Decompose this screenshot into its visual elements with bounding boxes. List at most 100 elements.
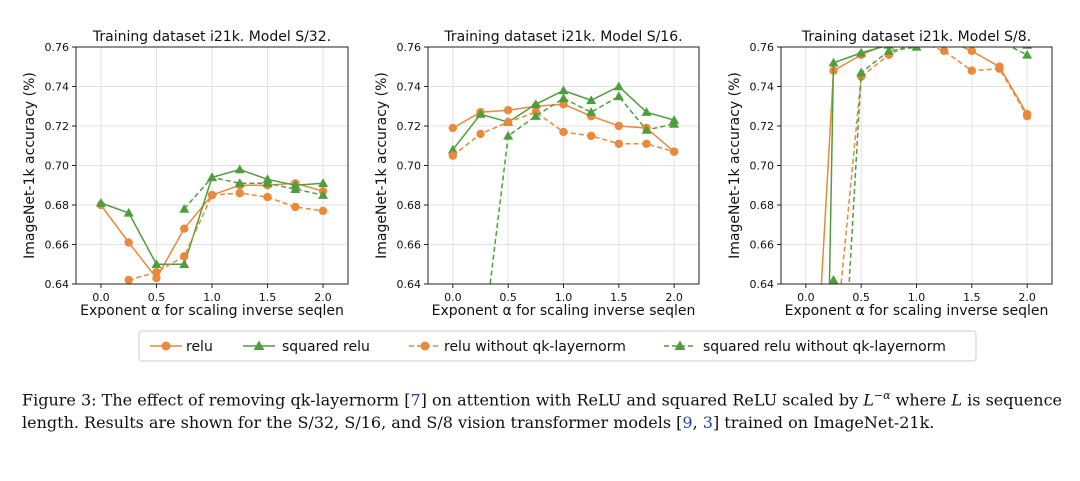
y-axis-label: ImageNet-1k accuracy (%) xyxy=(727,72,743,259)
data-point xyxy=(448,123,458,133)
data-point xyxy=(152,273,161,283)
x-tick-label: 0.5 xyxy=(148,291,166,304)
data-point xyxy=(318,178,329,188)
y-tick-label: 0.70 xyxy=(750,160,775,173)
series-line-3 xyxy=(128,192,324,281)
data-point xyxy=(558,85,569,95)
data-point xyxy=(641,107,652,116)
data-point xyxy=(235,188,244,198)
data-point xyxy=(290,184,301,193)
data-point xyxy=(263,192,272,202)
data-point xyxy=(669,119,680,128)
caption-ref-3[interactable]: 3 xyxy=(702,413,713,433)
series-line-4 xyxy=(183,176,324,210)
series-line-2 xyxy=(828,47,885,284)
plot-area xyxy=(95,164,329,284)
y-tick-label: 0.68 xyxy=(750,199,775,212)
y-tick-label: 0.68 xyxy=(45,199,70,212)
x-tick-label: 1.0 xyxy=(555,291,573,304)
data-point xyxy=(179,259,190,268)
y-tick-label: 0.76 xyxy=(397,41,422,54)
data-point xyxy=(856,47,867,57)
legend-marker-relu xyxy=(161,341,171,351)
y-axis-label: ImageNet-1k accuracy (%) xyxy=(22,72,38,259)
caption-sep: , xyxy=(692,413,703,433)
data-point xyxy=(967,47,977,56)
y-tick-label: 0.72 xyxy=(45,120,70,133)
data-point xyxy=(586,131,596,141)
y-tick-label: 0.76 xyxy=(750,41,775,54)
series-line-3 xyxy=(840,47,1028,284)
data-point xyxy=(447,144,458,154)
data-point xyxy=(503,130,514,140)
data-point xyxy=(911,47,922,51)
y-axis-label: ImageNet-1k accuracy (%) xyxy=(374,72,390,259)
legend-label-relu-without-qk: relu without qk-layernorm xyxy=(444,339,626,355)
x-tick-label: 2.0 xyxy=(665,291,683,304)
data-point xyxy=(883,47,894,55)
data-point xyxy=(559,100,568,109)
x-tick-label: 0.0 xyxy=(797,291,815,304)
x-tick-label: 1.5 xyxy=(963,291,981,304)
data-point xyxy=(828,275,839,284)
chart-title: Training dataset i21k. Model S/8. xyxy=(801,29,1031,45)
data-point xyxy=(642,139,651,148)
data-point xyxy=(586,95,597,105)
data-point xyxy=(95,198,106,207)
data-point xyxy=(559,127,568,137)
caption-math-exponent: −α xyxy=(873,389,891,402)
legend-item-squared-relu-without-qk-layernorm: squared relu without qk-layernorm xyxy=(664,339,946,355)
y-tick-label: 0.76 xyxy=(45,41,70,54)
chart-title: Training dataset i21k. Model S/32. xyxy=(92,29,331,45)
figure-caption: Figure 3: The effect of removing qk-laye… xyxy=(22,384,1062,434)
data-point xyxy=(179,203,190,213)
x-tick-label: 0.0 xyxy=(92,291,110,304)
caption-text-2: where xyxy=(890,390,952,410)
y-tick-label: 0.66 xyxy=(750,239,775,252)
data-point xyxy=(262,178,273,188)
y-tick-label: 0.70 xyxy=(397,160,422,173)
data-point xyxy=(1022,111,1032,121)
data-point xyxy=(856,67,867,77)
series-line-4 xyxy=(832,47,1028,284)
legend-label-squared-relu: squared relu xyxy=(282,339,370,355)
data-point xyxy=(318,206,328,216)
data-point xyxy=(586,107,597,116)
y-tick-label: 0.74 xyxy=(750,81,775,94)
data-point xyxy=(152,267,161,277)
legend-marker-relu-without-qk xyxy=(420,341,430,351)
data-point xyxy=(291,202,300,212)
data-point xyxy=(124,275,133,284)
data-point xyxy=(123,207,134,217)
data-point xyxy=(180,224,189,233)
data-point xyxy=(558,93,569,103)
caption-ref-9[interactable]: 9 xyxy=(682,413,693,433)
chart-title: Training dataset i21k. Model S/16. xyxy=(443,29,682,45)
data-point xyxy=(530,111,541,120)
data-point xyxy=(503,106,513,115)
x-tick-label: 2.0 xyxy=(314,291,332,304)
data-point xyxy=(234,178,245,188)
caption-math-l2: L xyxy=(951,390,963,410)
x-tick-label: 2.0 xyxy=(1018,291,1036,304)
caption-math-l: L xyxy=(863,390,874,410)
data-point xyxy=(448,151,458,160)
y-tick-label: 0.68 xyxy=(397,199,422,212)
y-tick-label: 0.72 xyxy=(750,120,775,133)
data-point xyxy=(234,164,245,174)
y-tick-label: 0.74 xyxy=(397,81,422,94)
data-point xyxy=(669,147,679,156)
data-point xyxy=(476,129,485,139)
x-tick-label: 0.5 xyxy=(499,291,517,304)
legend-item-relu: relu xyxy=(150,339,213,355)
y-tick-label: 0.66 xyxy=(397,239,422,252)
legend-marker-squared-relu xyxy=(253,340,265,350)
x-tick-label: 0.5 xyxy=(852,291,870,304)
caption-suffix: ] trained on ImageNet-21k. xyxy=(712,413,935,433)
x-axis-label: Exponent α for scaling inverse seqlen xyxy=(785,303,1049,319)
plot-area xyxy=(447,81,680,284)
x-tick-label: 1.5 xyxy=(610,291,628,304)
y-tick-label: 0.66 xyxy=(45,239,70,252)
chart-panel-2: 0.64 0.66 0.68 0.70 0.72 0.74 0.76 0.0 0.5 1.0 1.5… xyxy=(374,29,700,319)
caption-ref-7[interactable]: 7 xyxy=(410,390,421,410)
